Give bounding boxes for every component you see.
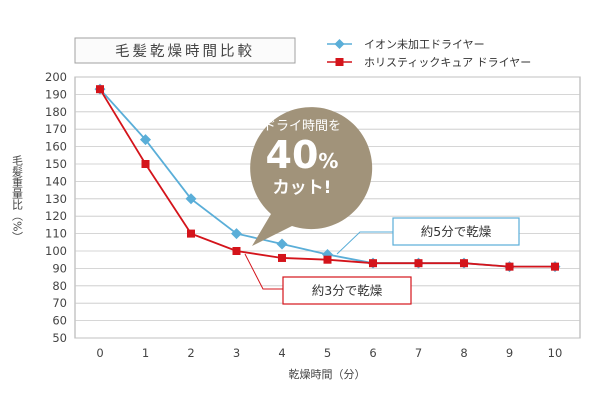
data-point-square <box>141 160 150 168</box>
y-tick-label: 120 <box>45 209 67 223</box>
x-tick-label: 5 <box>324 346 331 360</box>
y-axis-label: 毛髪重量比（%） <box>11 155 24 243</box>
x-axis-label: 乾燥時間（分） <box>289 368 366 381</box>
y-tick-label: 150 <box>45 157 67 171</box>
legend: イオン未加工ドライヤー ホリスティックキュア ドライヤー <box>327 38 531 69</box>
callout-blue-text: 約5分で乾燥 <box>421 224 492 239</box>
x-tick-label: 4 <box>278 346 285 360</box>
badge-number: 40 <box>266 133 319 177</box>
data-point-square <box>96 85 104 94</box>
badge-bubble: ドライ時間を 40% カット! <box>250 107 373 246</box>
badge-line1: ドライ時間を <box>263 119 341 134</box>
y-tick-label: 70 <box>52 296 67 310</box>
data-point-diamond <box>231 228 242 240</box>
data-point-square <box>369 259 377 268</box>
y-tick-label: 110 <box>45 227 67 241</box>
x-tick-label: 0 <box>96 346 103 360</box>
y-tick-label: 100 <box>45 244 67 258</box>
y-tick-label: 160 <box>45 140 67 154</box>
y-tick-labels: 50 60 70 80 90 100 110 120 130 140 150 160 170 180 190… <box>45 70 67 345</box>
legend-marker-diamond <box>334 39 345 49</box>
data-point-diamond <box>140 134 151 146</box>
callout-red: 約3分で乾燥 <box>244 253 412 305</box>
y-tick-label: 130 <box>45 192 67 206</box>
y-tick-label: 50 <box>52 331 67 345</box>
y-tick-label: 200 <box>45 70 67 84</box>
series-holistic <box>96 85 559 271</box>
callout-blue: 約5分で乾燥 <box>336 217 520 255</box>
data-point-square <box>551 262 559 271</box>
data-point-square <box>505 262 514 271</box>
y-tick-label: 60 <box>52 314 67 328</box>
callout-blue-box <box>392 217 520 246</box>
x-tick-label: 3 <box>233 346 240 360</box>
callout-red-box <box>282 276 412 305</box>
data-point-square <box>323 255 332 264</box>
badge-shape <box>250 107 373 246</box>
y-tick-label: 80 <box>52 279 67 293</box>
y-tick-label: 180 <box>45 105 67 119</box>
x-tick-label: 9 <box>506 346 513 360</box>
x-tick-label: 6 <box>369 346 376 360</box>
badge-line3: カット! <box>273 178 332 198</box>
chart-title-box <box>74 37 296 64</box>
callout-red-text: 約3分で乾燥 <box>312 283 383 298</box>
chart-title: 毛髪乾燥時間比較 <box>115 42 255 60</box>
callout-red-leader <box>244 253 283 290</box>
y-tick-label: 190 <box>45 87 67 101</box>
legend-marker-square <box>335 58 344 66</box>
data-point-square <box>232 247 241 255</box>
legend-label-holistic: ホリスティックキュア ドライヤー <box>364 56 531 69</box>
x-tick-labels: 0 1 2 3 4 5 6 7 8 9 10 <box>96 346 562 360</box>
data-point-diamond <box>322 248 333 260</box>
x-tick-label: 1 <box>142 346 149 360</box>
data-point-square <box>187 229 195 238</box>
legend-label-ion: イオン未加工ドライヤー <box>364 38 485 51</box>
data-point-square <box>460 259 468 268</box>
x-tick-label: 8 <box>460 346 467 360</box>
badge-percent: % <box>318 149 338 173</box>
x-tick-label: 2 <box>187 346 194 360</box>
data-point-diamond <box>276 238 288 250</box>
x-tick-label: 10 <box>548 346 563 360</box>
data-point-diamond <box>185 193 197 205</box>
data-point-square <box>414 259 423 268</box>
y-tick-label: 90 <box>52 261 67 275</box>
series-layer <box>94 83 561 273</box>
badge-main-number: 40% <box>266 133 339 177</box>
data-point-square <box>278 253 286 262</box>
y-tick-label: 170 <box>45 122 67 136</box>
x-tick-label: 7 <box>415 346 422 360</box>
callout-blue-leader <box>336 231 393 255</box>
y-tick-label: 140 <box>45 174 67 188</box>
